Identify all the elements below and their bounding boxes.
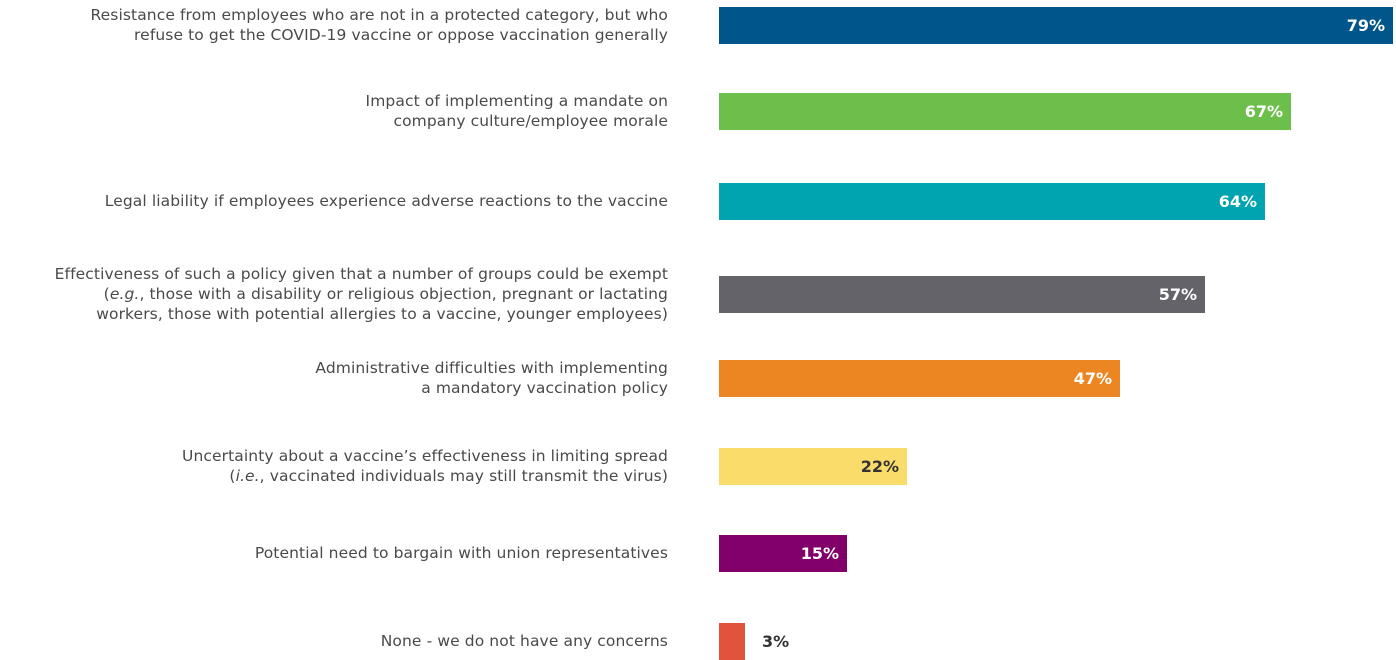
category-label-line: workers, those with potential allergies … [96, 304, 668, 323]
category-label: Legal liability if employees experience … [0, 191, 668, 211]
value-label: 22% [860, 457, 899, 476]
category-label-line: (i.e., vaccinated individuals may still … [229, 466, 668, 485]
bar: 3% [719, 623, 789, 660]
bar: 57% [719, 276, 1205, 313]
value-label: 64% [1218, 192, 1257, 211]
bar: 22% [719, 448, 907, 485]
category-label: Resistance from employees who are not in… [0, 5, 668, 45]
category-label-line: a mandatory vaccination policy [421, 378, 668, 397]
category-label-line: Administrative difficulties with impleme… [315, 358, 668, 377]
category-label: Uncertainty about a vaccine’s effectiven… [0, 446, 668, 486]
value-label: 15% [800, 544, 839, 563]
value-label: 3% [762, 632, 790, 651]
category-label-line: Impact of implementing a mandate on [365, 91, 668, 110]
category-label-line: refuse to get the COVID-19 vaccine or op… [134, 25, 668, 44]
bar: 67% [719, 93, 1291, 130]
category-label-line: Potential need to bargain with union rep… [254, 543, 668, 562]
category-label-line: Resistance from employees who are not in… [90, 5, 668, 24]
category-label-line: (e.g., those with a disability or religi… [103, 284, 668, 303]
bar: 15% [719, 535, 847, 572]
value-label: 79% [1346, 16, 1385, 35]
category-label-line: company culture/employee morale [393, 111, 668, 130]
value-label: 67% [1244, 102, 1283, 121]
bar: 64% [719, 183, 1265, 220]
category-label-line: Effectiveness of such a policy given tha… [54, 264, 668, 283]
value-label: 57% [1158, 285, 1197, 304]
category-label: Administrative difficulties with impleme… [0, 358, 668, 398]
category-label-line: None - we do not have any concerns [380, 631, 668, 650]
category-label: Effectiveness of such a policy given tha… [0, 264, 668, 324]
bar: 47% [719, 360, 1120, 397]
category-label: Impact of implementing a mandate on compa… [0, 91, 668, 131]
category-label: Potential need to bargain with union rep… [0, 543, 668, 563]
category-label-line: Legal liability if employees experience … [104, 191, 668, 210]
value-label: 47% [1073, 369, 1112, 388]
category-label: None - we do not have any concerns [0, 631, 668, 651]
bar: 79% [719, 7, 1393, 44]
category-label-line: Uncertainty about a vaccine’s effectiven… [182, 446, 668, 465]
